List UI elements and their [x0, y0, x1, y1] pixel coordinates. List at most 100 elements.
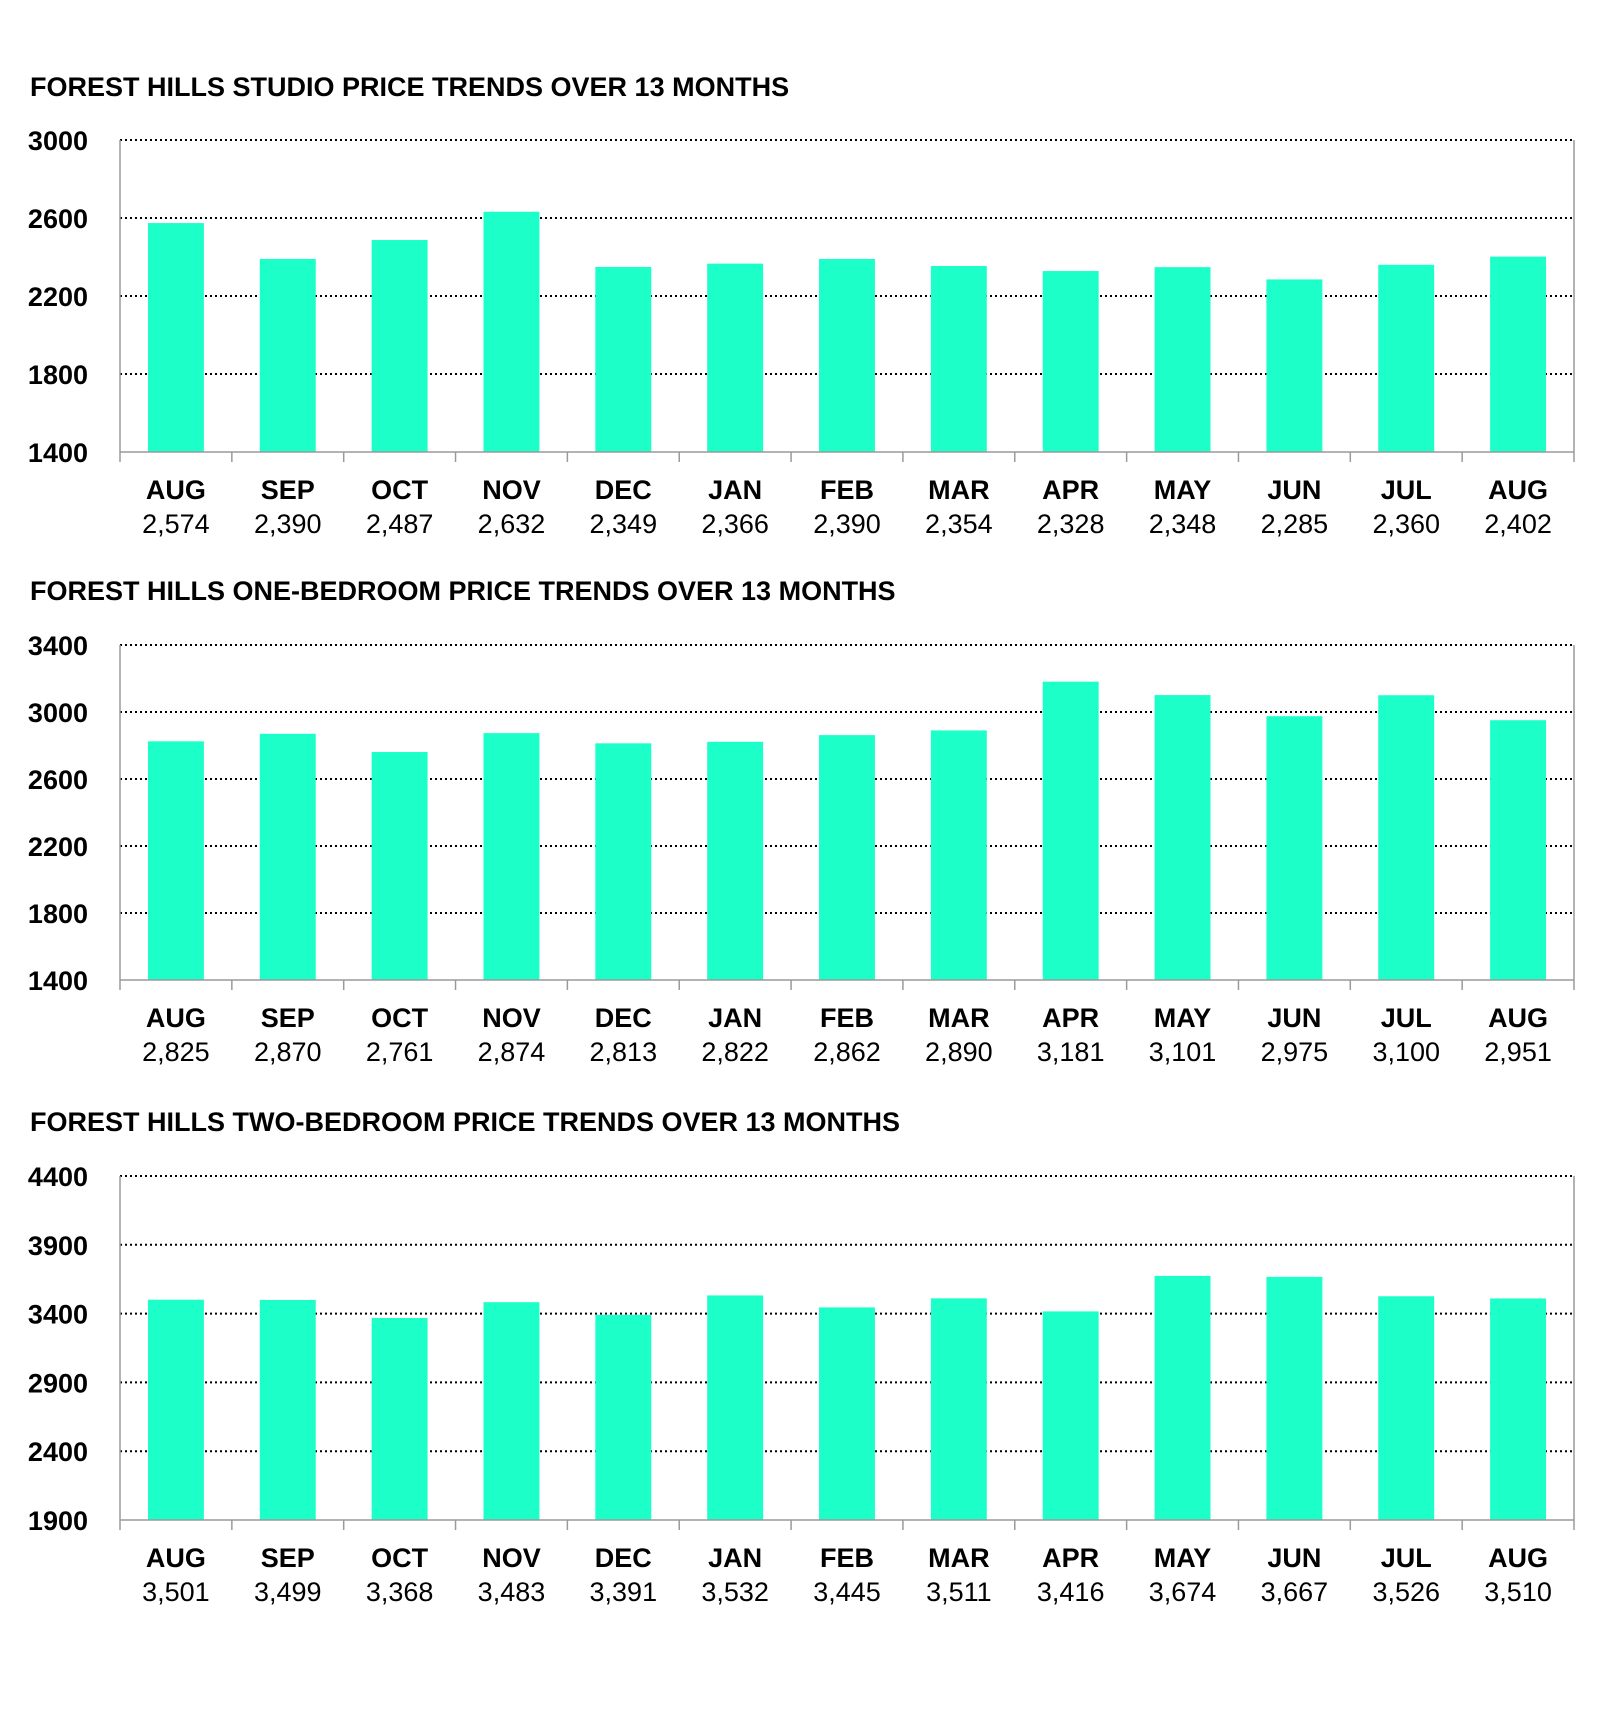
bar [371, 240, 428, 452]
bar [371, 752, 428, 980]
bar [595, 266, 652, 452]
data-label: 3,416 [1037, 1577, 1105, 1607]
y-tick-label: 1800 [28, 899, 88, 929]
data-label: 3,101 [1149, 1037, 1217, 1067]
chart-title: FOREST HILLS ONE-BEDROOM PRICE TRENDS OV… [30, 576, 896, 606]
y-tick-label: 3900 [28, 1231, 88, 1261]
y-tick-label: 2900 [28, 1368, 88, 1398]
x-tick-label: OCT [371, 1003, 429, 1033]
x-tick-label: SEP [261, 1003, 315, 1033]
y-tick-label: 2200 [28, 282, 88, 312]
x-tick-label: JAN [708, 475, 762, 505]
data-label: 2,402 [1484, 509, 1552, 539]
data-label: 3,181 [1037, 1037, 1105, 1067]
data-label: 2,574 [142, 509, 210, 539]
data-label: 2,951 [1484, 1037, 1552, 1067]
y-tick-label: 1900 [28, 1506, 88, 1536]
bar [259, 1299, 316, 1520]
chart-2: FOREST HILLS ONE-BEDROOM PRICE TRENDS OV… [28, 576, 1575, 1067]
x-tick-label: NOV [482, 1003, 541, 1033]
y-tick-label: 1400 [28, 966, 88, 996]
data-label: 3,510 [1484, 1577, 1552, 1607]
x-tick-label: MAR [928, 475, 990, 505]
x-tick-label: FEB [820, 1543, 874, 1573]
x-tick-label: OCT [371, 475, 429, 505]
data-label: 3,674 [1149, 1577, 1217, 1607]
data-label: 2,349 [590, 509, 658, 539]
y-tick-label: 2600 [28, 204, 88, 234]
x-tick-label: JAN [708, 1003, 762, 1033]
bar [930, 265, 987, 452]
x-tick-label: APR [1042, 1003, 1099, 1033]
x-tick-label: JUN [1267, 1543, 1321, 1573]
data-label: 2,366 [701, 509, 769, 539]
bar [707, 263, 764, 452]
x-tick-label: DEC [595, 475, 652, 505]
bar [1042, 681, 1099, 980]
data-label: 2,354 [925, 509, 993, 539]
x-tick-label: SEP [261, 475, 315, 505]
y-tick-label: 3000 [28, 698, 88, 728]
bar [707, 741, 764, 980]
bar [259, 733, 316, 980]
bar [1154, 695, 1211, 980]
y-tick-label: 2600 [28, 765, 88, 795]
data-label: 2,862 [813, 1037, 881, 1067]
bar [1154, 267, 1211, 452]
data-label: 2,390 [813, 509, 881, 539]
x-tick-label: SEP [261, 1543, 315, 1573]
x-tick-label: JUL [1381, 1543, 1432, 1573]
data-label: 3,499 [254, 1577, 322, 1607]
x-tick-label: JUL [1381, 475, 1432, 505]
data-label: 2,822 [701, 1037, 769, 1067]
bar [1378, 695, 1435, 980]
bar [1042, 1311, 1099, 1520]
x-tick-label: APR [1042, 1543, 1099, 1573]
y-tick-label: 1400 [28, 438, 88, 468]
bar [1490, 1298, 1547, 1520]
bar [1378, 1296, 1435, 1520]
bar [595, 1314, 652, 1520]
bar [1490, 720, 1547, 980]
y-tick-label: 4400 [28, 1162, 88, 1192]
x-tick-label: NOV [482, 1543, 541, 1573]
data-label: 3,368 [366, 1577, 434, 1607]
data-label: 2,874 [478, 1037, 546, 1067]
bar [147, 1299, 204, 1520]
bar [819, 258, 875, 452]
data-label: 3,532 [701, 1577, 769, 1607]
x-tick-label: DEC [595, 1543, 652, 1573]
bar [595, 743, 652, 980]
x-tick-label: OCT [371, 1543, 429, 1573]
x-tick-label: APR [1042, 475, 1099, 505]
data-label: 2,870 [254, 1037, 322, 1067]
y-tick-label: 2200 [28, 832, 88, 862]
bar [1266, 279, 1323, 452]
chart-title: FOREST HILLS STUDIO PRICE TRENDS OVER 13… [30, 72, 789, 102]
data-label: 3,445 [813, 1577, 881, 1607]
data-label: 2,975 [1261, 1037, 1329, 1067]
bar [147, 223, 204, 452]
data-label: 3,391 [590, 1577, 658, 1607]
bar [819, 735, 875, 980]
x-tick-label: AUG [1488, 475, 1548, 505]
x-tick-label: AUG [146, 1543, 206, 1573]
x-tick-label: JAN [708, 1543, 762, 1573]
y-tick-label: 3000 [28, 126, 88, 156]
bar [259, 258, 316, 452]
bar [1042, 271, 1099, 452]
y-tick-label: 3400 [28, 1300, 88, 1330]
y-tick-label: 1800 [28, 360, 88, 390]
x-tick-label: AUG [146, 1003, 206, 1033]
x-tick-label: FEB [820, 475, 874, 505]
bar [371, 1318, 428, 1520]
bar [707, 1295, 764, 1520]
x-tick-label: FEB [820, 1003, 874, 1033]
x-tick-label: NOV [482, 475, 541, 505]
data-label: 2,360 [1372, 509, 1440, 539]
bar [1490, 256, 1547, 452]
data-label: 2,761 [366, 1037, 434, 1067]
data-label: 2,813 [590, 1037, 658, 1067]
x-tick-label: MAY [1154, 1003, 1212, 1033]
